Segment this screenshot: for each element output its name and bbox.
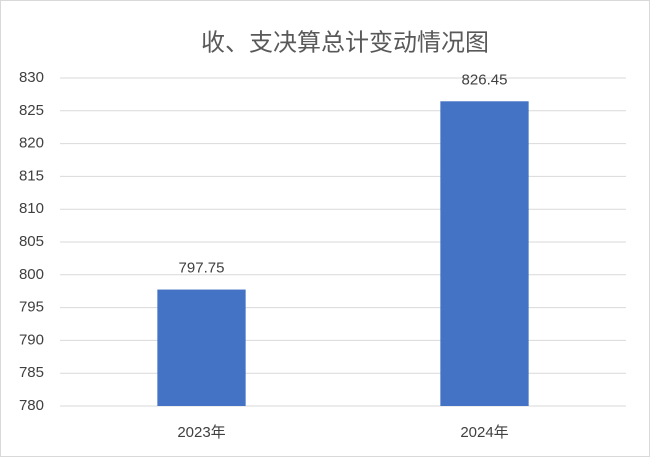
bar — [157, 289, 246, 406]
y-tick-label: 805 — [19, 233, 44, 250]
y-tick-label: 820 — [19, 135, 44, 152]
y-tick-label: 785 — [19, 364, 44, 381]
y-tick-label: 815 — [19, 167, 44, 184]
y-tick-label: 825 — [19, 102, 44, 119]
y-tick-label: 790 — [19, 331, 44, 348]
bar — [440, 101, 529, 407]
x-tick-label: 2023年 — [177, 424, 225, 441]
y-tick-label: 795 — [19, 299, 44, 316]
data-label: 797.75 — [179, 260, 225, 277]
y-tick-label: 780 — [19, 397, 44, 414]
y-tick-label: 800 — [19, 266, 44, 283]
y-tick-label: 830 — [19, 69, 44, 86]
chart-title: 收、支决算总计变动情况图 — [201, 29, 489, 56]
x-tick-label: 2024年 — [460, 424, 508, 441]
data-label: 826.45 — [462, 71, 508, 88]
y-tick-label: 810 — [19, 200, 44, 217]
